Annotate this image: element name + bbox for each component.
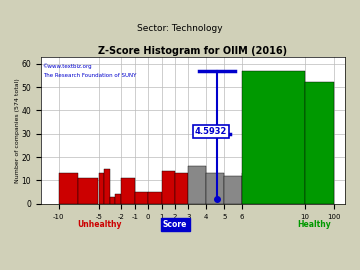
Text: Unhealthy: Unhealthy (77, 220, 121, 229)
Bar (110, 197, 115, 204)
Text: The Research Foundation of SUNY: The Research Foundation of SUNY (42, 73, 136, 78)
Bar (278, 183, 287, 204)
Bar (104, 169, 110, 204)
Bar (224, 176, 242, 204)
Bar (59, 173, 78, 204)
Bar (242, 71, 305, 204)
Bar (305, 83, 334, 204)
Title: Z-Score Histogram for OIIM (2016): Z-Score Histogram for OIIM (2016) (98, 46, 288, 56)
Bar (115, 194, 121, 204)
Text: 4.5932: 4.5932 (195, 127, 227, 136)
Bar (78, 178, 98, 204)
Bar (260, 183, 269, 204)
Bar (206, 173, 224, 204)
Bar (251, 178, 260, 204)
Bar (188, 167, 206, 204)
Text: Score: Score (163, 220, 187, 229)
Bar (269, 187, 278, 204)
Bar (148, 192, 162, 204)
Text: ©www.textbiz.org: ©www.textbiz.org (42, 64, 92, 69)
Bar (135, 192, 148, 204)
Bar (175, 173, 188, 204)
Bar (162, 171, 175, 204)
Y-axis label: Number of companies (574 total): Number of companies (574 total) (15, 78, 20, 183)
Text: Sector: Technology: Sector: Technology (137, 24, 223, 33)
Bar (99, 173, 104, 204)
Text: Healthy: Healthy (297, 220, 330, 229)
Bar (242, 173, 251, 204)
Bar (121, 178, 135, 204)
